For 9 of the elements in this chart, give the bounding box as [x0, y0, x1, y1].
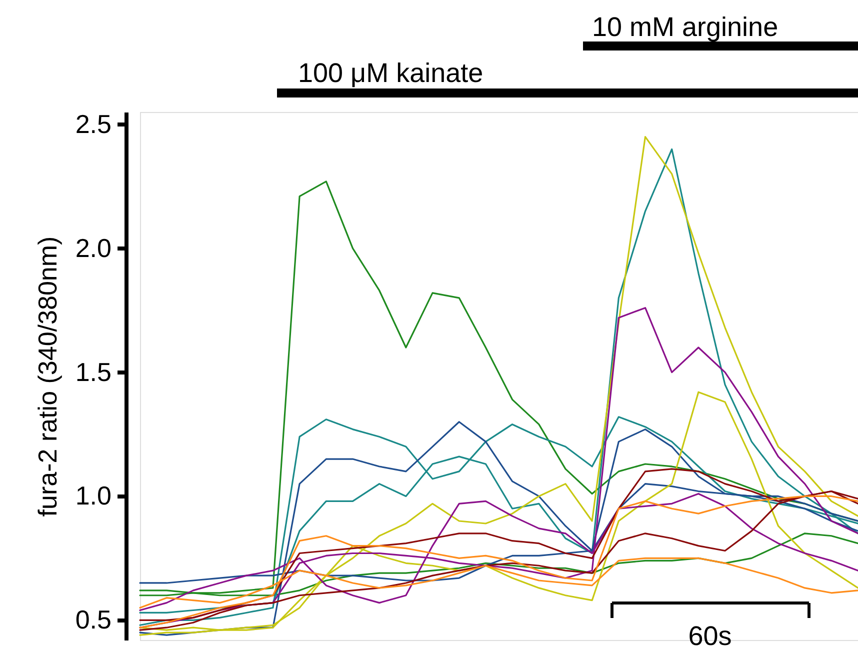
text: 100 μM kainate [298, 58, 484, 88]
y-tick-label: 1.5 [75, 356, 112, 387]
y-axis-title: fura-2 ratio (340/380nm) [32, 236, 62, 517]
y-tick-label: 2.0 [75, 232, 112, 263]
y-tick-label: 1.0 [75, 480, 112, 511]
y-tick-label: 0.5 [75, 604, 112, 635]
annotation: 60s [688, 621, 732, 651]
text: 10 mM arginine [592, 12, 778, 42]
y-tick-label: 2.5 [75, 108, 112, 139]
